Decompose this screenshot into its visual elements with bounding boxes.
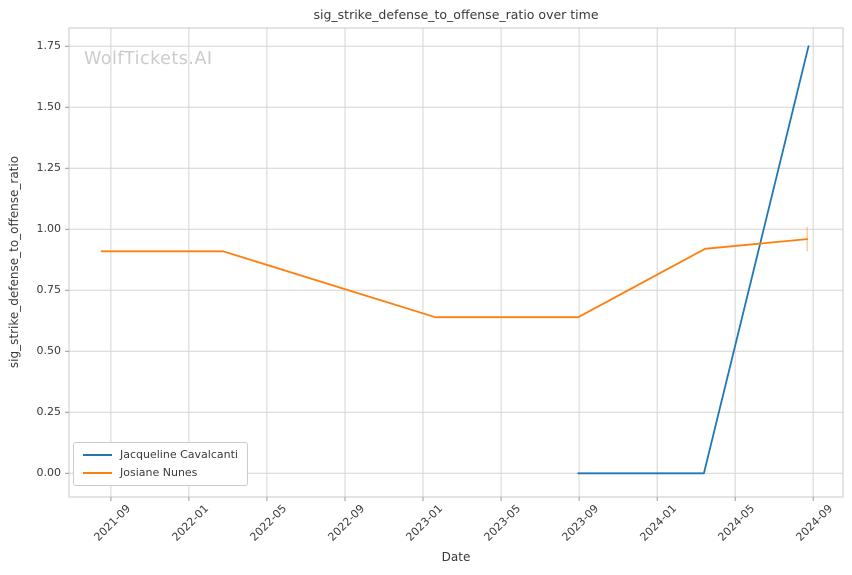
y-tick-label: 0.25 bbox=[36, 405, 62, 419]
series-line-jacqueline-cavalcanti bbox=[577, 45, 810, 475]
legend-item: Jacqueline Cavalcanti bbox=[83, 448, 238, 462]
legend-item: Josiane Nunes bbox=[83, 466, 238, 480]
legend-line-swatch bbox=[83, 472, 112, 474]
y-tick-label: 0.00 bbox=[36, 466, 62, 480]
y-axis-tick-marks bbox=[65, 45, 69, 474]
series-line-josiane-nunes bbox=[100, 238, 809, 319]
legend: Jacqueline Cavalcanti Josiane Nunes bbox=[73, 442, 248, 486]
watermark: WolfTickets.AI bbox=[84, 49, 213, 69]
y-tick-label: 1.75 bbox=[36, 39, 62, 53]
y-axis-label: sig_strike_defense_to_offense_ratio bbox=[7, 155, 21, 369]
y-tick-label: 1.50 bbox=[36, 100, 62, 114]
x-axis-tick-marks bbox=[110, 497, 814, 501]
plot-border bbox=[68, 27, 844, 498]
legend-item-label: Jacqueline Cavalcanti bbox=[120, 448, 238, 461]
gridlines bbox=[69, 28, 843, 497]
y-tick-label: 0.75 bbox=[36, 283, 62, 297]
legend-line-swatch bbox=[83, 454, 112, 456]
y-tick-label: 1.25 bbox=[36, 161, 62, 175]
y-tick-label: 1.00 bbox=[36, 222, 62, 236]
x-axis-label: Date bbox=[441, 550, 471, 564]
chart-title: sig_strike_defense_to_offense_ratio over… bbox=[313, 7, 599, 22]
legend-item-label: Josiane Nunes bbox=[120, 466, 198, 479]
y-tick-label: 0.50 bbox=[36, 344, 62, 358]
